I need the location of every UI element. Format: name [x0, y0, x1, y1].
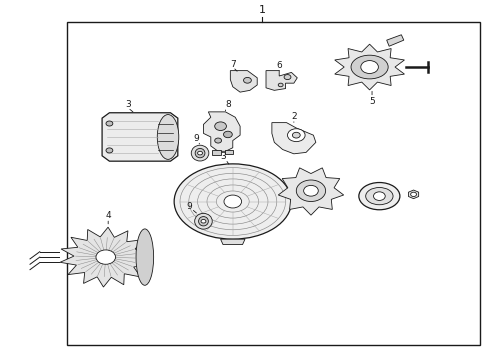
Text: 1: 1 — [259, 5, 266, 15]
Text: 6: 6 — [276, 61, 282, 70]
Polygon shape — [387, 35, 404, 46]
Text: 7: 7 — [230, 60, 236, 69]
Circle shape — [96, 250, 116, 264]
Circle shape — [224, 195, 242, 208]
Circle shape — [411, 192, 416, 197]
Bar — [67, 22, 480, 345]
Polygon shape — [409, 190, 418, 199]
Circle shape — [197, 151, 202, 155]
Polygon shape — [203, 112, 240, 151]
Polygon shape — [272, 123, 316, 154]
Polygon shape — [212, 149, 220, 155]
Ellipse shape — [195, 148, 205, 158]
Text: 8: 8 — [225, 100, 231, 109]
Ellipse shape — [191, 145, 209, 161]
Circle shape — [296, 180, 326, 202]
Circle shape — [201, 220, 206, 223]
Circle shape — [278, 83, 283, 87]
Ellipse shape — [174, 164, 292, 239]
Ellipse shape — [157, 114, 179, 159]
Ellipse shape — [136, 229, 154, 285]
Text: 2: 2 — [291, 112, 296, 121]
Circle shape — [244, 77, 251, 83]
Polygon shape — [60, 227, 151, 287]
Ellipse shape — [351, 55, 388, 79]
Circle shape — [288, 129, 305, 141]
Ellipse shape — [198, 217, 208, 226]
Circle shape — [106, 148, 113, 153]
Text: 4: 4 — [105, 211, 111, 220]
Text: 9: 9 — [186, 202, 192, 211]
Circle shape — [215, 122, 226, 131]
Circle shape — [373, 192, 385, 201]
Circle shape — [284, 75, 291, 80]
Circle shape — [361, 60, 378, 73]
Ellipse shape — [359, 183, 400, 210]
Text: 3: 3 — [220, 152, 226, 161]
Ellipse shape — [366, 188, 393, 205]
Polygon shape — [278, 168, 343, 215]
Circle shape — [106, 121, 113, 126]
Polygon shape — [225, 149, 233, 154]
Circle shape — [215, 138, 221, 143]
Text: 9: 9 — [193, 134, 199, 143]
Polygon shape — [335, 44, 404, 90]
Circle shape — [223, 131, 232, 138]
Circle shape — [304, 185, 318, 196]
Polygon shape — [230, 71, 257, 92]
Polygon shape — [102, 113, 178, 161]
Polygon shape — [220, 239, 245, 244]
Polygon shape — [266, 71, 297, 90]
Circle shape — [293, 132, 300, 138]
Text: 3: 3 — [125, 100, 131, 109]
Ellipse shape — [195, 213, 212, 229]
Text: 5: 5 — [369, 96, 375, 105]
